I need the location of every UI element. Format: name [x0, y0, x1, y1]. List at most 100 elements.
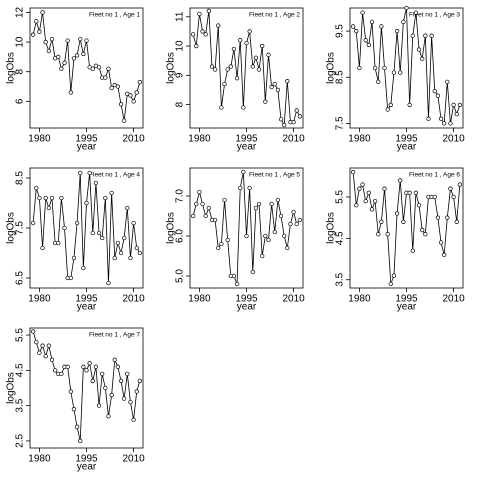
data-point: [78, 438, 83, 444]
y-tick-label: 9.5: [335, 24, 346, 38]
data-point: [423, 232, 428, 237]
data-point: [71, 255, 77, 261]
data-point: [122, 235, 127, 241]
data-point: [40, 10, 45, 15]
data-point: [416, 203, 422, 208]
data-point: [125, 371, 130, 377]
data-point: [241, 169, 246, 175]
panel-title: Fleet no 1 , Age 3: [409, 12, 460, 19]
data-point: [118, 378, 124, 384]
data-point: [350, 24, 356, 29]
data-point: [288, 221, 293, 227]
data-point: [194, 201, 199, 207]
data-point: [263, 99, 268, 104]
data-point: [350, 169, 356, 175]
data-point: [106, 414, 111, 419]
data-point: [388, 281, 393, 287]
x-tick-label: 1980: [188, 294, 211, 305]
x-tick-label: 2010: [442, 134, 465, 145]
data-point: [432, 88, 437, 94]
data-point: [263, 233, 268, 239]
data-point: [354, 203, 359, 208]
data-point: [410, 33, 415, 38]
data-point: [401, 19, 406, 24]
data-point: [62, 225, 67, 231]
data-point: [128, 93, 133, 98]
data-point: [291, 209, 296, 215]
data-point: [260, 253, 265, 259]
x-tick-label: 1980: [188, 134, 211, 145]
data-point: [435, 93, 441, 98]
data-point: [256, 201, 262, 207]
data-point: [131, 417, 136, 422]
data-point: [134, 90, 139, 95]
data-point: [203, 213, 208, 219]
data-point: [78, 36, 83, 42]
y-tick-label: 8.5: [335, 70, 346, 84]
data-point: [109, 190, 114, 196]
data-point: [253, 55, 259, 60]
x-tick-label: 2010: [282, 294, 305, 305]
panel: 1980 1995 2010 2.5 3.5 4.5 5.5 year logObs Fleet …: [6, 327, 145, 473]
data-point: [272, 81, 277, 87]
data-point: [426, 116, 431, 121]
data-point: [93, 180, 99, 186]
data-point: [200, 201, 205, 207]
data-point: [40, 343, 45, 348]
data-point: [222, 197, 227, 203]
plot-frame: [349, 7, 464, 129]
data-point: [410, 248, 415, 253]
data-point: [68, 90, 73, 95]
data-point: [294, 108, 299, 113]
data-point: [43, 39, 48, 45]
data-point: [190, 213, 196, 219]
data-point: [56, 54, 61, 60]
data-point: [448, 121, 453, 126]
data-point: [219, 241, 224, 247]
data-point: [37, 29, 42, 34]
data-point: [379, 219, 384, 224]
data-point: [30, 32, 36, 37]
x-tick-label: 1995: [75, 454, 98, 465]
data-point: [71, 407, 77, 412]
y-tick-label: 7.5: [15, 221, 26, 235]
series-line: [192, 10, 301, 127]
data-point: [416, 47, 422, 52]
data-point: [398, 178, 403, 183]
data-point: [109, 85, 114, 91]
series-line: [32, 172, 141, 284]
panel-title: Fleet no 1 , Age 1: [89, 12, 140, 19]
panel-title: Fleet no 1 , Age 5: [249, 172, 300, 179]
data-point: [454, 219, 459, 224]
series-line: [32, 331, 141, 442]
data-point: [49, 195, 55, 201]
data-point: [366, 190, 371, 195]
data-point: [103, 195, 108, 201]
data-point: [131, 99, 136, 104]
data-point: [247, 185, 252, 191]
data-point: [59, 195, 64, 201]
data-point: [238, 185, 243, 191]
x-tick-label: 1980: [348, 294, 371, 305]
data-point: [81, 364, 86, 369]
data-point: [81, 265, 86, 271]
data-point: [272, 229, 277, 235]
data-point: [194, 43, 199, 49]
data-point: [360, 182, 365, 187]
data-point: [275, 197, 281, 203]
x-tick-label: 1980: [28, 294, 51, 305]
data-point: [134, 245, 139, 251]
data-point: [260, 43, 265, 49]
panel: 1980 1995 2010 5.0 6.0 7.0 year logObs Fleet no …: [166, 167, 305, 313]
data-point: [372, 65, 378, 71]
data-point: [442, 252, 447, 258]
data-point: [250, 64, 255, 69]
data-point: [382, 65, 387, 71]
data-point: [285, 79, 290, 84]
data-point: [96, 403, 102, 408]
x-tick-label: 2010: [122, 134, 145, 145]
data-point: [234, 76, 240, 81]
data-point: [231, 273, 237, 279]
data-point: [200, 29, 205, 34]
data-point: [369, 207, 375, 212]
